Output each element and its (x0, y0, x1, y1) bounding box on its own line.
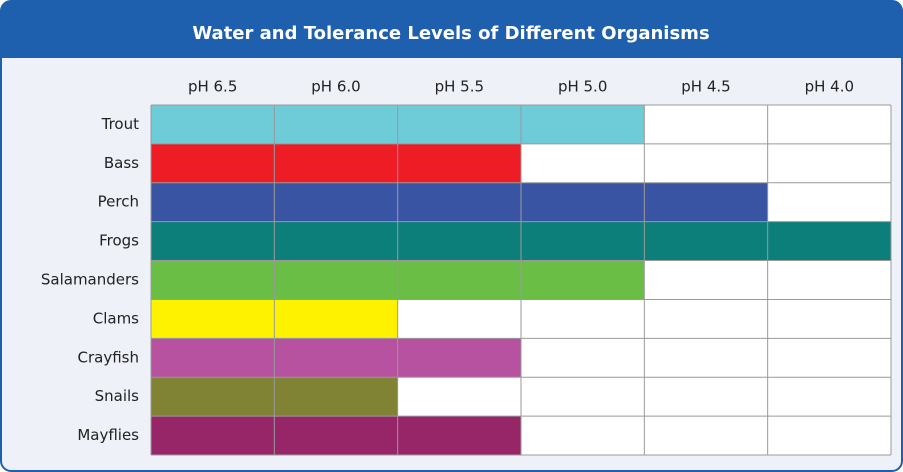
cell (397, 182, 521, 222)
cell (521, 105, 645, 144)
cell (644, 182, 768, 222)
cell (151, 338, 275, 378)
row-label: Salamanders (41, 271, 139, 289)
cell (767, 338, 891, 378)
cell (151, 377, 275, 417)
row-label: Mayflies (77, 426, 139, 444)
cell (151, 221, 275, 261)
column-header: pH 4.0 (805, 78, 854, 96)
column-header: pH 6.0 (311, 78, 360, 96)
cell (151, 299, 275, 339)
cell (397, 105, 521, 144)
cell (274, 377, 398, 417)
cell (767, 299, 891, 339)
cell (644, 416, 768, 455)
cell (274, 182, 398, 222)
cell (767, 416, 891, 455)
cell (397, 221, 521, 261)
cell (644, 260, 768, 300)
column-header: pH 5.0 (558, 78, 607, 96)
cell (644, 338, 768, 378)
row-label: Frogs (99, 232, 139, 250)
cell (767, 143, 891, 183)
cell (521, 416, 645, 455)
row-label: Bass (104, 154, 139, 172)
cell (151, 182, 275, 222)
cell (274, 416, 398, 455)
cell (274, 299, 398, 339)
cell (767, 221, 891, 261)
column-header: pH 4.5 (681, 78, 730, 96)
cell (274, 105, 398, 144)
cell (521, 338, 645, 378)
row-label: Crayfish (78, 348, 139, 366)
cell (521, 221, 645, 261)
cell (767, 260, 891, 300)
cell (644, 377, 768, 417)
cell (644, 299, 768, 339)
cell (397, 143, 521, 183)
column-header: pH 6.5 (188, 78, 237, 96)
cell (274, 221, 398, 261)
cell (274, 260, 398, 300)
cell (767, 105, 891, 144)
title: Water and Tolerance Levels of Different … (192, 23, 709, 44)
cell (151, 105, 275, 144)
cell (644, 105, 768, 144)
cell (151, 143, 275, 183)
cell (521, 299, 645, 339)
cell (644, 221, 768, 261)
cell (397, 416, 521, 455)
cell (274, 143, 398, 183)
cell (397, 377, 521, 417)
cell (151, 260, 275, 300)
header-bar (1, 1, 902, 58)
table: pH 6.5 pH 6.0 pH 5.5 pH 5.0 pH 4.5 pH 4.0 Trou… (41, 78, 892, 456)
cell (397, 260, 521, 300)
cell (521, 143, 645, 183)
row-label: Perch (98, 193, 139, 211)
cell (521, 182, 645, 222)
cell (274, 338, 398, 378)
cell (767, 377, 891, 417)
cell (644, 143, 768, 183)
cell (521, 260, 645, 300)
cell (767, 182, 891, 222)
cell (521, 377, 645, 417)
row-label: Clams (93, 309, 139, 327)
cell (151, 416, 275, 455)
row-label: Snails (95, 387, 140, 405)
row-label: Trout (101, 115, 139, 133)
cell (397, 299, 521, 339)
column-header: pH 5.5 (435, 78, 484, 96)
cell (397, 338, 521, 378)
